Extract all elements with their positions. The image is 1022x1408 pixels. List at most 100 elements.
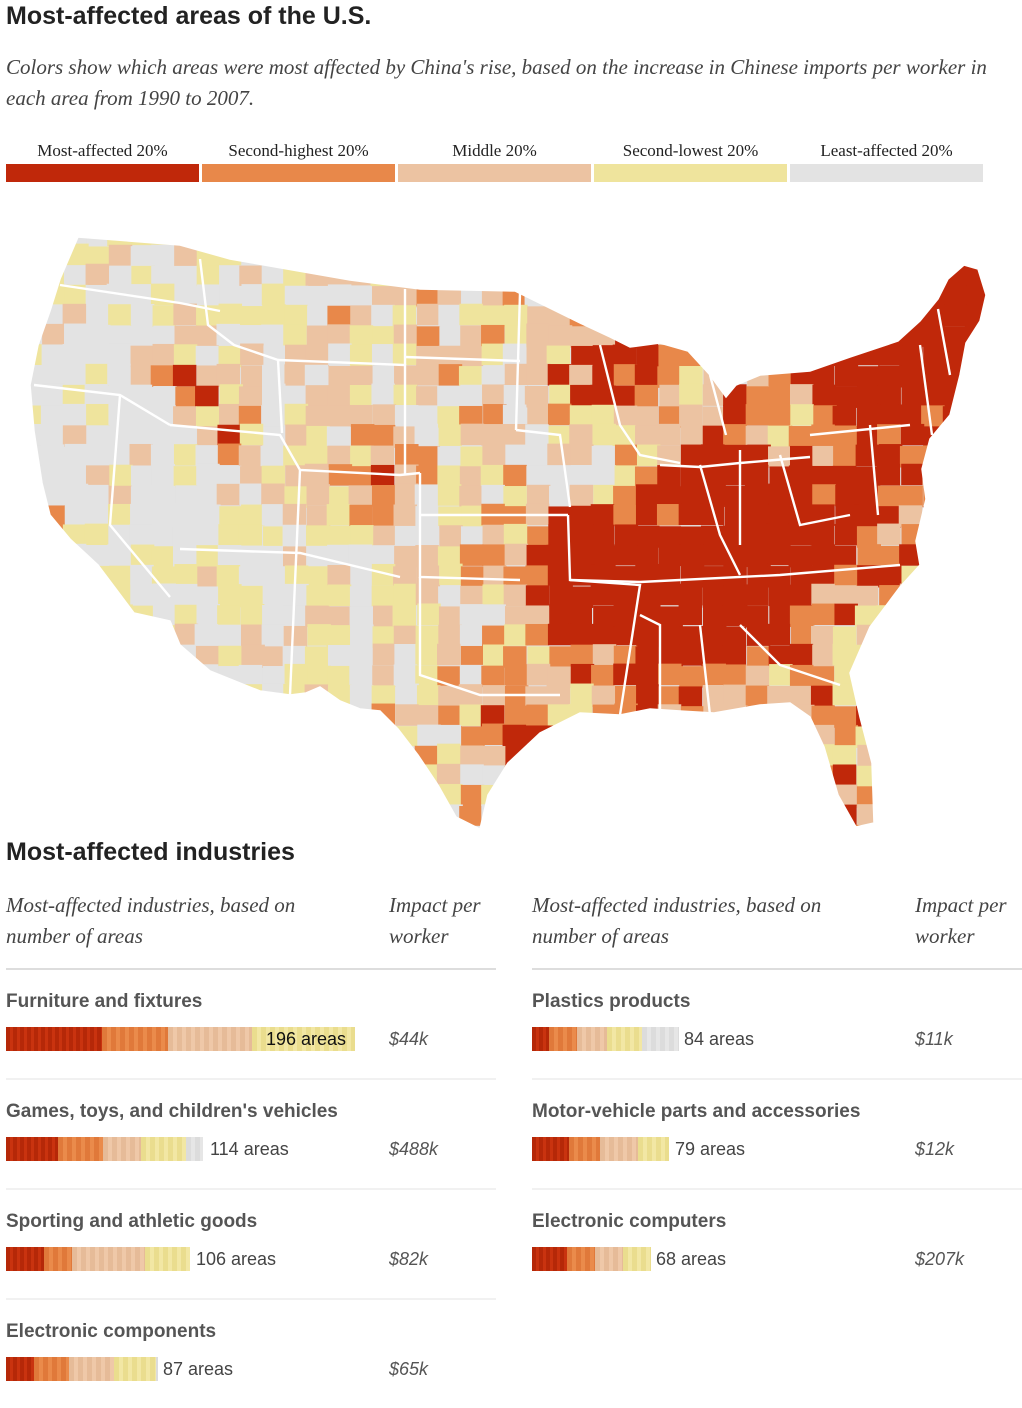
map-area-cell: [548, 506, 572, 528]
us-choropleth-map[interactable]: [20, 225, 1010, 840]
legend-label: Most-affected 20%: [37, 141, 168, 160]
map-area-cell: [549, 646, 573, 668]
map-area-cell: [217, 605, 241, 627]
map-area-cell: [195, 586, 220, 608]
map-area-cell: [835, 484, 859, 507]
map-area-cell: [217, 443, 242, 466]
map-area-cell: [635, 484, 660, 506]
map-area-cell: [62, 343, 87, 366]
map-area-cell: [547, 623, 572, 646]
industry-row[interactable]: Electronic components 87 areas $65k: [6, 1300, 496, 1408]
map-area-cell: [151, 265, 175, 288]
map-area-cell: [460, 645, 485, 668]
map-area-cell: [239, 585, 263, 608]
map-area-cell: [327, 564, 351, 587]
map-area-cell: [593, 626, 617, 648]
industry-bar: [6, 1357, 158, 1381]
map-area-cell: [284, 364, 308, 386]
bar-segment-quintile-5: [186, 1137, 203, 1161]
industry-row[interactable]: Plastics products 84 areas $11k: [532, 970, 1022, 1080]
map-area-cell: [395, 444, 419, 466]
map-area-cell: [415, 526, 440, 548]
map-area-cell: [482, 604, 506, 626]
map-area-cell: [416, 685, 441, 707]
map-area-cell: [239, 265, 263, 288]
map-area-cell: [285, 424, 309, 446]
map-area-cell: [261, 504, 286, 526]
map-area-cell: [811, 603, 836, 626]
map-area-cell: [130, 503, 154, 526]
map-area-cell: [612, 344, 637, 367]
map-area-cell: [678, 503, 703, 526]
industry-impact: $82k: [389, 1249, 429, 1269]
map-area-cell: [591, 445, 616, 468]
map-area-cell: [328, 405, 353, 427]
map-area-cell: [527, 646, 551, 668]
industry-impact: $488k: [389, 1139, 439, 1159]
map-area-cell: [438, 685, 462, 708]
map-area-cell: [657, 526, 682, 548]
impact-column-header: Impact per worker: [389, 893, 481, 948]
map-area-cell: [439, 525, 463, 547]
map-area-cell: [261, 264, 286, 286]
map-area-cell: [173, 406, 197, 428]
map-area-cell: [109, 446, 133, 468]
map-area-cell: [394, 405, 419, 427]
map-area-cell: [240, 545, 264, 568]
map-area-cell: [62, 403, 87, 426]
map-area-cell: [679, 644, 703, 666]
map-area-cell: [261, 383, 286, 406]
map-area-cell: [130, 246, 155, 268]
industry-row[interactable]: Games, toys, and children's vehicles 114…: [6, 1080, 496, 1190]
industry-row[interactable]: Sporting and athletic goods 106 areas $8…: [6, 1190, 496, 1300]
map-area-cell: [812, 484, 836, 506]
map-area-cell: [877, 424, 901, 446]
map-area-cell: [216, 323, 241, 346]
industry-row[interactable]: Furniture and fixtures 196 areas $44k: [6, 970, 496, 1080]
map-area-cell: [438, 364, 463, 386]
map-area-cell: [680, 425, 705, 447]
map-area-cell: [636, 525, 660, 548]
map-area-cell: [590, 583, 615, 606]
map-area-cell: [460, 784, 485, 807]
map-area-cell: [173, 444, 198, 466]
map-area-cell: [723, 564, 747, 587]
map-area-cell: [459, 303, 483, 326]
map-area-cell: [416, 364, 440, 386]
map-area-cell: [525, 686, 549, 708]
map-area-cell: [854, 605, 879, 628]
industry-area-count: 68 areas: [656, 1249, 727, 1269]
map-area-cell: [108, 485, 133, 508]
map-area-cell: [30, 384, 45, 406]
industry-row[interactable]: Electronic computers 68 areas $207k: [532, 1190, 1022, 1298]
map-area-cell: [635, 503, 660, 526]
bar-segment-quintile-2: [102, 1027, 168, 1051]
map-area-cell: [527, 403, 551, 426]
legend-swatch: [6, 164, 199, 182]
map-area-cell: [658, 406, 683, 428]
map-area-cell: [898, 404, 923, 426]
map-area-cell: [414, 484, 439, 506]
industry-impact: $44k: [389, 1029, 429, 1049]
map-area-cell: [483, 404, 507, 426]
map-area-cell: [327, 606, 351, 628]
map-area-cell: [151, 463, 175, 486]
map-area-cell: [174, 604, 199, 627]
map-area-cell: [899, 446, 924, 468]
map-area-cell: [262, 604, 286, 627]
map-area-cell: [131, 265, 155, 288]
map-area-cell: [172, 364, 197, 387]
map-area-cell: [415, 506, 439, 528]
map-area-cell: [238, 325, 263, 347]
map-area-cell: [900, 423, 925, 446]
map-area-cell: [150, 444, 175, 466]
map-area-cell: [152, 425, 177, 448]
map-area-cell: [84, 523, 109, 546]
industry-row[interactable]: Motor-vehicle parts and accessories 79 a…: [532, 1080, 1022, 1190]
map-area-cell: [942, 326, 967, 348]
map-area-cell: [481, 305, 506, 327]
map-area-cell: [659, 606, 683, 628]
industry-bar: [6, 1137, 203, 1161]
map-area-cell: [702, 605, 727, 628]
map-area-cell: [461, 505, 485, 528]
